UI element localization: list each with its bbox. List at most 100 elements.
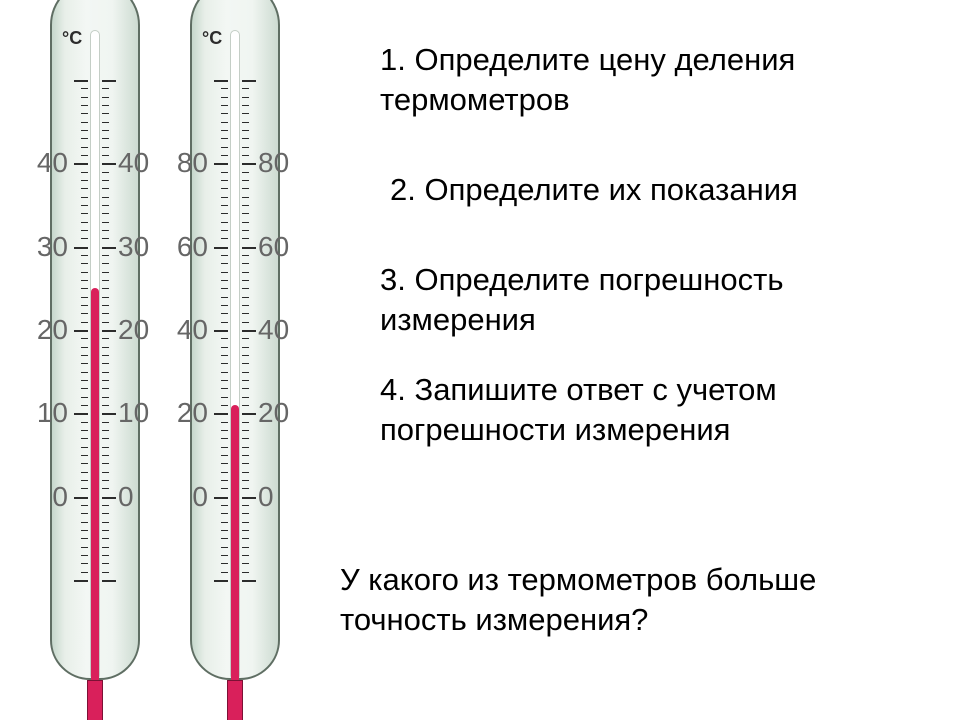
tick-minor <box>221 180 228 181</box>
tick-minor <box>221 372 228 373</box>
tick-major <box>74 497 88 499</box>
tick-minor <box>242 372 249 373</box>
tick-minor <box>102 555 109 556</box>
tick-minor <box>81 313 88 314</box>
tick-minor <box>221 447 228 448</box>
tick-minor <box>81 472 88 473</box>
tick-minor <box>102 255 109 256</box>
tick-minor <box>221 113 228 114</box>
tick-minor <box>221 130 228 131</box>
tick-minor <box>102 122 109 123</box>
tick-minor <box>81 197 88 198</box>
tick-minor <box>242 222 249 223</box>
scale-label: 40 <box>118 147 149 179</box>
tick-major <box>242 497 256 499</box>
tick-minor <box>221 255 228 256</box>
tick-minor <box>221 205 228 206</box>
tick-minor <box>242 138 249 139</box>
tick-minor <box>221 155 228 156</box>
tick-minor <box>81 447 88 448</box>
tick-minor <box>102 105 109 106</box>
tick-minor <box>221 505 228 506</box>
tick-minor <box>81 555 88 556</box>
scale-label: 80 <box>258 147 289 179</box>
question-1: 1. Определите цену деления термометров <box>380 40 930 121</box>
tick-major <box>214 163 228 165</box>
scale-label: 40 <box>177 314 208 346</box>
tick-minor <box>242 230 249 231</box>
tick-minor <box>81 97 88 98</box>
final-question: У какого из термометров больше точность … <box>340 560 930 641</box>
tick-major <box>242 80 256 82</box>
tick-minor <box>81 388 88 389</box>
tick-minor <box>242 88 249 89</box>
tick-minor <box>102 447 109 448</box>
tick-minor <box>242 188 249 189</box>
tick-minor <box>221 197 228 198</box>
scale-label: 60 <box>177 231 208 263</box>
tick-minor <box>81 438 88 439</box>
question-number: 3. <box>380 262 414 297</box>
tick-minor <box>221 388 228 389</box>
tick-minor <box>102 422 109 423</box>
tick-minor <box>102 305 109 306</box>
tick-minor <box>102 238 109 239</box>
tick-minor <box>102 230 109 231</box>
stage: °C001010202030304040°C002020404060608080… <box>0 0 960 720</box>
tick-major <box>102 247 116 249</box>
tick-minor <box>102 280 109 281</box>
tick-minor <box>102 222 109 223</box>
tick-minor <box>221 147 228 148</box>
tick-minor <box>102 288 109 289</box>
tick-minor <box>81 272 88 273</box>
tick-minor <box>242 513 249 514</box>
question-3: 3. Определите погрешность измерения <box>380 260 930 341</box>
tick-minor <box>81 563 88 564</box>
tick-major <box>242 580 256 582</box>
question-text: Определите погрешность измерения <box>380 262 783 337</box>
tick-minor <box>102 88 109 89</box>
tick-minor <box>221 430 228 431</box>
tick-minor <box>81 405 88 406</box>
tick-minor <box>102 188 109 189</box>
tick-minor <box>102 322 109 323</box>
tick-minor <box>102 197 109 198</box>
tick-minor <box>221 138 228 139</box>
question-4: 4. Запишите ответ с учетом погрешности и… <box>380 370 930 451</box>
tick-minor <box>242 363 249 364</box>
tick-minor <box>221 422 228 423</box>
question-text: Запишите ответ с учетом погрешности изме… <box>380 372 777 447</box>
tick-minor <box>81 522 88 523</box>
scale-label: 10 <box>37 397 68 429</box>
tick-minor <box>221 572 228 573</box>
tick-minor <box>221 322 228 323</box>
scale: 002020404060608080 <box>180 0 290 720</box>
tick-minor <box>242 313 249 314</box>
scale-label: 0 <box>52 481 68 513</box>
tick-minor <box>221 397 228 398</box>
tick-minor <box>102 547 109 548</box>
tick-minor <box>81 172 88 173</box>
scale-label: 80 <box>177 147 208 179</box>
tick-minor <box>81 138 88 139</box>
tick-minor <box>242 263 249 264</box>
tick-minor <box>81 130 88 131</box>
tick-minor <box>81 88 88 89</box>
scale-label: 40 <box>258 314 289 346</box>
scale-label: 20 <box>118 314 149 346</box>
tick-minor <box>102 363 109 364</box>
tick-minor <box>102 530 109 531</box>
tick-minor <box>242 347 249 348</box>
tick-minor <box>221 288 228 289</box>
tick-minor <box>81 505 88 506</box>
scale-label: 0 <box>192 481 208 513</box>
tick-minor <box>102 430 109 431</box>
tick-major <box>102 330 116 332</box>
tick-minor <box>81 463 88 464</box>
tick-major <box>74 413 88 415</box>
tick-minor <box>221 222 228 223</box>
tick-minor <box>221 363 228 364</box>
tick-minor <box>102 455 109 456</box>
tick-minor <box>242 122 249 123</box>
tick-minor <box>81 213 88 214</box>
